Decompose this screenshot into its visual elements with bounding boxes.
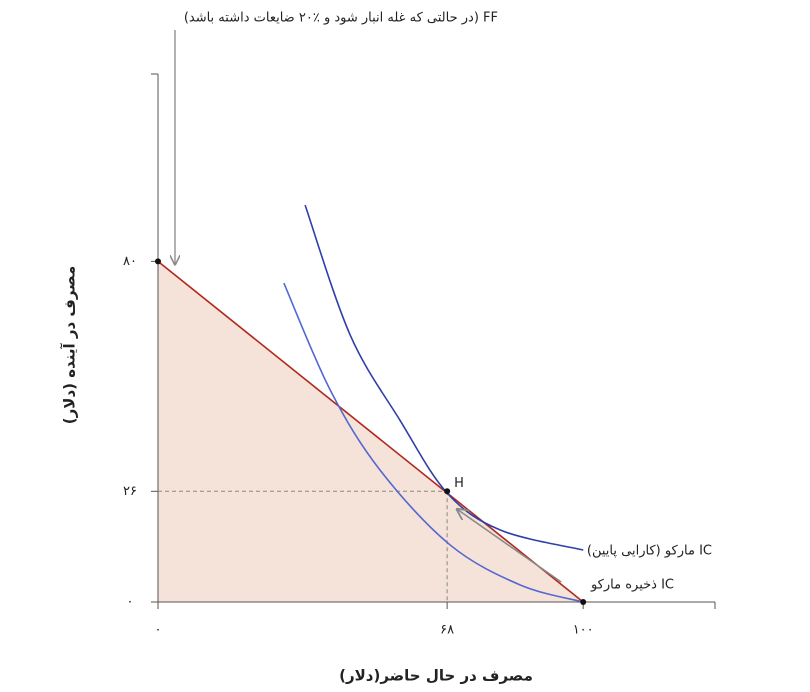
- budget-line: [157, 260, 584, 603]
- point: [444, 488, 451, 495]
- series-label: IC ذخیره مارکو: [590, 578, 674, 593]
- indifference-curve: [304, 204, 584, 551]
- series-label: FF (در حالتی که غله انبار شود و ٪۲۰ ضایع…: [184, 11, 498, 26]
- y-tick-label: ۰: [127, 595, 134, 610]
- y-axis-title: مصرف در آینده (دلار): [61, 266, 79, 424]
- point: [155, 258, 161, 265]
- x-tick-label: ۰: [155, 623, 162, 638]
- shift-arrow: [457, 509, 562, 583]
- x-tick-label: ۱۰۰: [573, 623, 594, 638]
- x-axis-title: مصرف در حال حاضر(دلار): [339, 667, 533, 685]
- x-tick-label: ۶۸: [440, 623, 454, 638]
- indifference-curve: [283, 282, 584, 603]
- series-label: IC مارکو (کارایی پایین): [587, 544, 712, 559]
- point: [580, 599, 587, 605]
- y-tick-label: ۸۰: [123, 254, 137, 269]
- y-tick-label: ۲۶: [123, 484, 137, 499]
- point-label: H: [454, 476, 464, 491]
